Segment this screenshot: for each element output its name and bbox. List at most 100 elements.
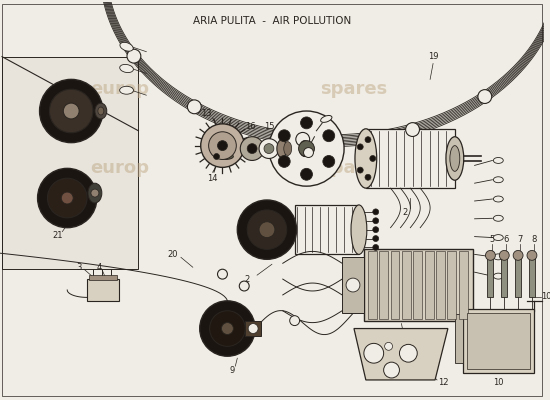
- Circle shape: [513, 250, 523, 260]
- Circle shape: [486, 250, 496, 260]
- Circle shape: [399, 344, 417, 362]
- Circle shape: [527, 250, 537, 260]
- Text: 10: 10: [493, 378, 504, 388]
- Bar: [87, 279, 119, 301]
- Circle shape: [290, 316, 300, 326]
- Circle shape: [278, 156, 290, 167]
- Circle shape: [323, 130, 335, 142]
- Circle shape: [373, 236, 379, 242]
- Circle shape: [301, 117, 312, 129]
- Ellipse shape: [277, 140, 287, 158]
- Bar: [390, 252, 399, 319]
- Ellipse shape: [120, 64, 134, 72]
- Circle shape: [37, 168, 97, 228]
- Ellipse shape: [493, 177, 503, 183]
- Ellipse shape: [493, 215, 503, 221]
- Text: 13: 13: [201, 110, 212, 118]
- Bar: [245, 321, 261, 336]
- Ellipse shape: [120, 86, 134, 94]
- Text: 18: 18: [311, 114, 322, 124]
- Ellipse shape: [120, 42, 133, 51]
- Circle shape: [259, 222, 275, 238]
- Bar: [447, 252, 456, 319]
- Text: 8: 8: [531, 235, 537, 244]
- Circle shape: [323, 156, 335, 167]
- Circle shape: [373, 209, 379, 215]
- Bar: [295, 205, 359, 254]
- Circle shape: [247, 144, 257, 154]
- Text: 19: 19: [428, 52, 438, 61]
- Circle shape: [364, 343, 384, 363]
- Circle shape: [499, 250, 509, 260]
- Text: 17: 17: [280, 122, 291, 131]
- Ellipse shape: [493, 235, 503, 240]
- Circle shape: [384, 362, 399, 378]
- Bar: [463, 309, 534, 373]
- Circle shape: [346, 278, 360, 292]
- Circle shape: [358, 144, 363, 150]
- Circle shape: [269, 111, 344, 186]
- Bar: [366, 129, 455, 188]
- Circle shape: [365, 137, 371, 143]
- Circle shape: [247, 210, 287, 250]
- Circle shape: [304, 148, 313, 158]
- Text: 14: 14: [207, 174, 218, 183]
- Circle shape: [63, 103, 79, 119]
- Text: 6: 6: [504, 235, 509, 244]
- Bar: [89, 275, 117, 280]
- Bar: [413, 252, 422, 319]
- Circle shape: [240, 137, 264, 160]
- Circle shape: [127, 49, 141, 63]
- Text: spares: spares: [320, 159, 387, 177]
- Circle shape: [406, 123, 420, 136]
- Text: 15: 15: [263, 122, 274, 131]
- Bar: [364, 250, 472, 321]
- Circle shape: [208, 132, 236, 160]
- Circle shape: [200, 301, 255, 356]
- Circle shape: [358, 167, 363, 173]
- Bar: [529, 257, 535, 297]
- Ellipse shape: [493, 254, 503, 260]
- Text: 2: 2: [245, 275, 250, 284]
- Bar: [425, 252, 433, 319]
- Text: 20: 20: [168, 250, 178, 259]
- Circle shape: [91, 189, 99, 197]
- Ellipse shape: [446, 137, 464, 180]
- Ellipse shape: [493, 196, 503, 202]
- Text: 3: 3: [76, 263, 82, 272]
- Circle shape: [384, 342, 393, 350]
- Circle shape: [299, 141, 315, 156]
- Circle shape: [373, 227, 379, 233]
- Text: europ: europ: [90, 80, 149, 98]
- Text: 11: 11: [393, 314, 404, 323]
- Circle shape: [213, 154, 219, 160]
- Circle shape: [365, 174, 371, 180]
- Circle shape: [61, 192, 73, 204]
- Bar: [459, 252, 468, 319]
- Circle shape: [222, 323, 233, 334]
- Text: 12: 12: [438, 378, 448, 388]
- Ellipse shape: [284, 142, 292, 156]
- Ellipse shape: [321, 116, 332, 122]
- Circle shape: [239, 281, 249, 291]
- Circle shape: [373, 218, 379, 224]
- Ellipse shape: [98, 107, 104, 115]
- Circle shape: [373, 244, 379, 250]
- Circle shape: [188, 100, 201, 114]
- Polygon shape: [2, 57, 139, 269]
- Text: ARIA PULITA  -  AIR POLLUTION: ARIA PULITA - AIR POLLUTION: [193, 16, 351, 26]
- Circle shape: [218, 141, 227, 150]
- Bar: [487, 257, 493, 297]
- Text: 16: 16: [245, 122, 255, 131]
- Circle shape: [259, 139, 279, 158]
- Ellipse shape: [355, 129, 377, 188]
- Circle shape: [50, 89, 93, 133]
- Circle shape: [301, 168, 312, 180]
- Text: 21: 21: [52, 231, 63, 240]
- Bar: [402, 252, 411, 319]
- Text: spares: spares: [320, 80, 387, 98]
- Bar: [436, 252, 445, 319]
- Circle shape: [201, 124, 244, 167]
- Ellipse shape: [218, 154, 233, 160]
- Bar: [515, 257, 521, 297]
